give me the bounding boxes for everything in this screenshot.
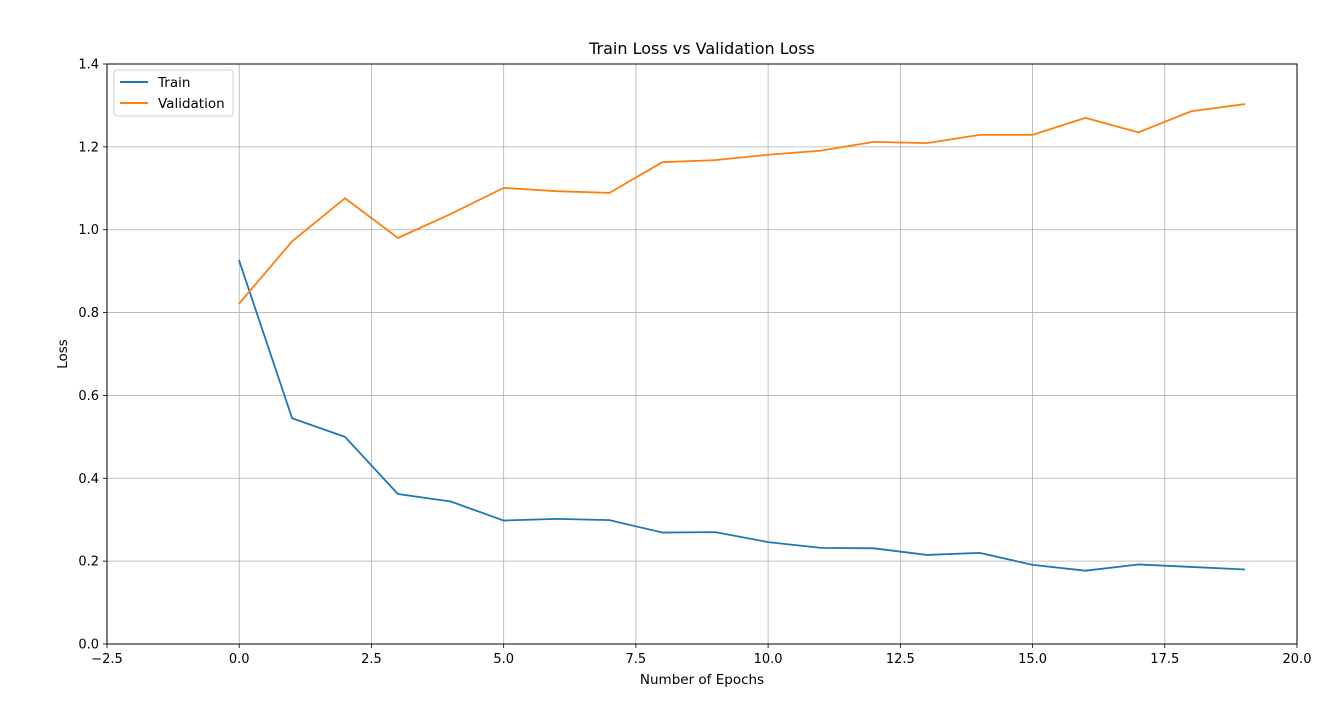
x-tick-label: 5.0	[493, 652, 514, 667]
y-tick-label: 1.4	[78, 58, 99, 73]
y-tick-label: 0.4	[78, 472, 99, 487]
y-tick-label: 0.8	[78, 306, 99, 321]
x-tick-label: 12.5	[886, 652, 915, 667]
x-tick-label: −2.5	[91, 652, 123, 667]
y-tick-label: 1.2	[78, 140, 99, 155]
x-tick-label: 20.0	[1283, 652, 1312, 667]
x-axis-title: Number of Epochs	[640, 672, 764, 688]
y-tick-label: 1.0	[78, 223, 99, 238]
x-tick-label: 2.5	[361, 652, 382, 667]
legend-label-validation: Validation	[158, 96, 225, 112]
x-tick-label: 15.0	[1018, 652, 1047, 667]
y-axis-title: Loss	[55, 339, 71, 369]
legend-label-train: Train	[157, 75, 190, 91]
x-tick-label: 0.0	[229, 652, 250, 667]
series-line-validation	[237, 103, 1246, 305]
plot-frame	[106, 63, 1298, 645]
y-axis-ticks: 0.0 0.2 0.4 0.6 0.8 1.0 1.2 1.4	[78, 58, 107, 653]
legend: Train Validation	[113, 69, 234, 117]
series-lines	[237, 103, 1246, 572]
y-tick-label: 0.6	[78, 389, 99, 404]
y-tick-label: 0.2	[78, 555, 99, 570]
chart-title: Train Loss vs Validation Loss	[588, 39, 815, 58]
x-axis-ticks: −2.5 0.0 2.5 5.0 7.5 10.0 12.5 15.0 17.5 20.0	[91, 644, 1311, 667]
x-tick-label: 7.5	[626, 652, 647, 667]
y-tick-label: 0.0	[78, 638, 99, 653]
x-tick-label: 10.0	[754, 652, 783, 667]
series-line-train	[238, 259, 1246, 572]
x-tick-label: 17.5	[1150, 652, 1179, 667]
